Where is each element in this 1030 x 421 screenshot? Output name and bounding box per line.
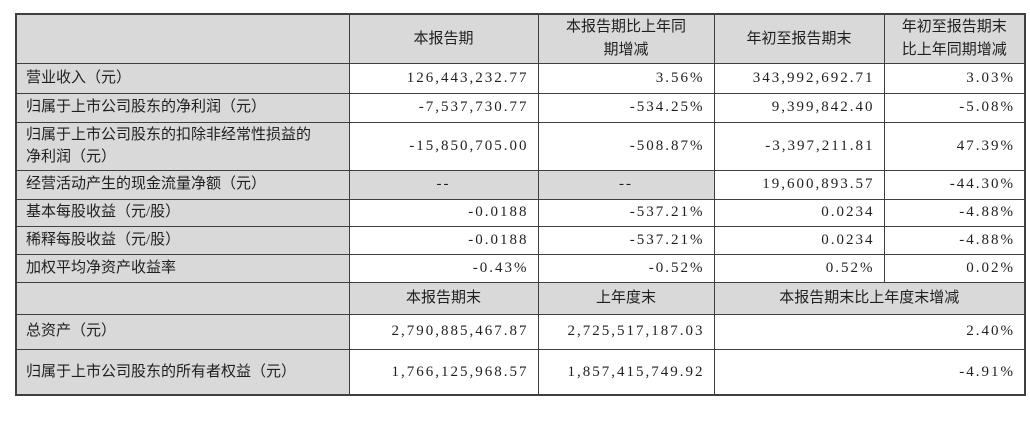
header-ytd-yoy-change: 年初至报告期末比上年同期增减	[883, 13, 1026, 64]
row-label: 营业收入（元）	[15, 62, 350, 94]
table-row-owners-equity: 归属于上市公司股东的所有者权益（元） 1,766,125,968.57 1,85…	[15, 348, 1026, 396]
header-current-period: 本报告期	[348, 13, 539, 64]
cell-ytd: 19,600,893.57	[713, 169, 885, 200]
header-corner-cell	[15, 281, 350, 315]
cell-ytd-yoy-change: -4.88%	[883, 198, 1026, 227]
cell-yoy-change: -534.25%	[537, 92, 715, 123]
cell-ytd-yoy-change: 3.03%	[883, 62, 1026, 94]
cell-ytd: 0.52%	[713, 253, 885, 283]
row-label: 经营活动产生的现金流量净额（元）	[15, 169, 350, 200]
header-yoy-change: 本报告期比上年同期增减	[537, 13, 715, 64]
row-label: 基本每股收益（元/股）	[15, 198, 350, 227]
table-row-net-profit: 归属于上市公司股东的净利润（元） -7,537,730.77 -534.25% …	[15, 92, 1026, 123]
cell-yoy-change: -0.52%	[537, 253, 715, 283]
cell-current-period: -0.43%	[348, 253, 539, 283]
row-label: 归属于上市公司股东的净利润（元）	[15, 92, 350, 123]
row-label-text: 归属于上市公司股东的扣除非经常性损益的净利润（元）	[26, 126, 312, 166]
table-row-operating-cash-flow: 经营活动产生的现金流量净额（元） -- -- 19,600,893.57 -44…	[15, 169, 1026, 200]
cell-ytd: 0.0234	[713, 198, 885, 227]
row-label: 稀释每股收益（元/股）	[15, 225, 350, 255]
row-label: 归属于上市公司股东的扣除非经常性损益的净利润（元）	[15, 121, 350, 171]
cell-current-period: -7,537,730.77	[348, 92, 539, 123]
header-row-top: 本报告期 本报告期比上年同期增减 年初至报告期末 年初至报告期末比上年同期增减	[15, 13, 1026, 64]
cell-yoy-change: --	[537, 169, 715, 200]
header-period-vs-prior-year: 本报告期末比上年度末增减	[713, 281, 1026, 315]
header-corner-cell	[15, 13, 350, 64]
cell-end-of-period: 1,766,125,968.57	[348, 348, 539, 396]
cell-ytd-yoy-change: 47.39%	[883, 121, 1026, 171]
cell-yoy-change: -508.87%	[537, 121, 715, 171]
table-row-total-assets: 总资产（元） 2,790,885,467.87 2,725,517,187.03…	[15, 313, 1026, 350]
row-label: 总资产（元）	[15, 313, 350, 350]
cell-ytd-yoy-change: -4.88%	[883, 225, 1026, 255]
cell-yoy-change: -537.21%	[537, 198, 715, 227]
cell-ytd: 343,992,692.71	[713, 62, 885, 94]
table-row-net-profit-excl-nonrecurring: 归属于上市公司股东的扣除非经常性损益的净利润（元） -15,850,705.00…	[15, 121, 1026, 171]
cell-yoy-change: 3.56%	[537, 62, 715, 94]
cell-end-of-period: 2,790,885,467.87	[348, 313, 539, 350]
header-ytd-yoy-change-label: 年初至报告期末比上年同期增减	[901, 19, 1007, 58]
cell-current-period: -0.0188	[348, 198, 539, 227]
cell-current-period: -0.0188	[348, 225, 539, 255]
table-row-diluted-eps: 稀释每股收益（元/股） -0.0188 -537.21% 0.0234 -4.8…	[15, 225, 1026, 255]
header-row-mid: 本报告期末 上年度末 本报告期末比上年度末增减	[15, 281, 1026, 315]
cell-ytd: -3,397,211.81	[713, 121, 885, 171]
row-label: 加权平均净资产收益率	[15, 253, 350, 283]
table-row-operating-revenue: 营业收入（元） 126,443,232.77 3.56% 343,992,692…	[15, 62, 1026, 94]
cell-current-period: 126,443,232.77	[348, 62, 539, 94]
key-financials-table: 本报告期 本报告期比上年同期增减 年初至报告期末 年初至报告期末比上年同期增减 …	[15, 13, 1026, 396]
cell-current-period: --	[348, 169, 539, 200]
cell-ytd-yoy-change: -5.08%	[883, 92, 1026, 123]
cell-change: 2.40%	[713, 313, 1026, 350]
cell-change: -4.91%	[713, 348, 1026, 396]
table-row-weighted-avg-roe: 加权平均净资产收益率 -0.43% -0.52% 0.52% 0.02%	[15, 253, 1026, 283]
cell-ytd: 9,399,842.40	[713, 92, 885, 123]
header-yoy-change-label: 本报告期比上年同期增减	[565, 19, 686, 58]
cell-ytd: 0.0234	[713, 225, 885, 255]
table-row-basic-eps: 基本每股收益（元/股） -0.0188 -537.21% 0.0234 -4.8…	[15, 198, 1026, 227]
cell-ytd-yoy-change: 0.02%	[883, 253, 1026, 283]
header-end-of-prior-year: 上年度末	[537, 281, 715, 315]
cell-end-of-prior-year: 1,857,415,749.92	[537, 348, 715, 396]
cell-yoy-change: -537.21%	[537, 225, 715, 255]
header-end-of-period: 本报告期末	[348, 281, 539, 315]
cell-ytd-yoy-change: -44.30%	[883, 169, 1026, 200]
cell-current-period: -15,850,705.00	[348, 121, 539, 171]
cell-end-of-prior-year: 2,725,517,187.03	[537, 313, 715, 350]
row-label: 归属于上市公司股东的所有者权益（元）	[15, 348, 350, 396]
header-ytd: 年初至报告期末	[713, 13, 885, 64]
